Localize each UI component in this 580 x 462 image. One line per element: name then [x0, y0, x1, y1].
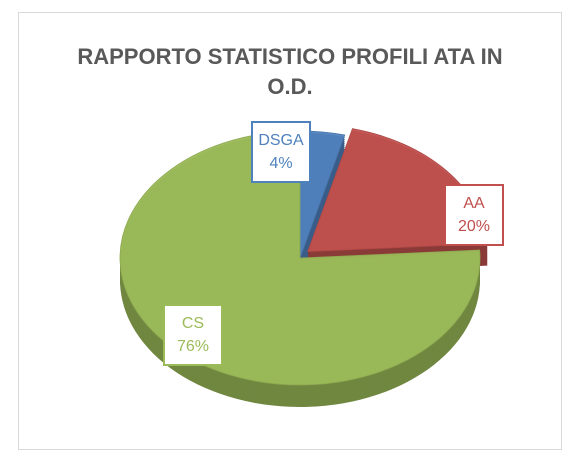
chart-title: RAPPORTO STATISTICO PROFILI ATA IN O.D. — [77, 44, 503, 99]
data-label-value: 20% — [458, 218, 490, 235]
data-label: CS 76% — [163, 304, 223, 366]
data-label: DSGA 4% — [251, 121, 311, 183]
data-label-category: CS — [182, 315, 204, 332]
data-label-value: 4% — [269, 155, 292, 172]
data-label-box — [163, 304, 223, 366]
data-label-box — [251, 121, 311, 183]
data-label-value: 76% — [177, 338, 209, 355]
data-label-box — [444, 184, 504, 246]
data-label-category: AA — [463, 195, 485, 212]
data-label: AA 20% — [444, 184, 504, 246]
data-label-category: DSGA — [258, 132, 304, 149]
